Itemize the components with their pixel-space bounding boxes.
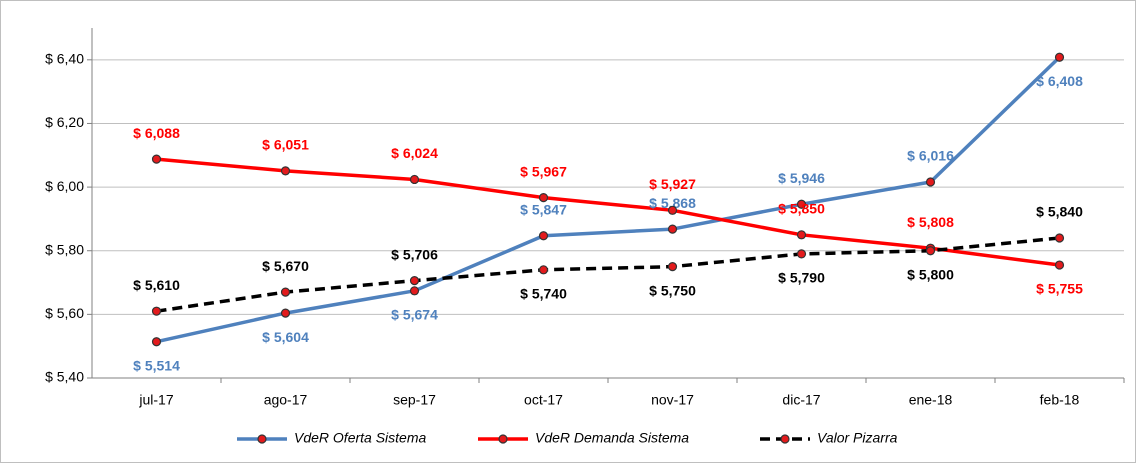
legend-marker bbox=[780, 434, 790, 444]
series-line bbox=[156, 56, 1061, 344]
data-label: $ 5,514 bbox=[133, 357, 180, 373]
y-tick-label: $ 6,20 bbox=[45, 114, 84, 130]
legend-label: VdeR Oferta Sistema bbox=[294, 430, 426, 446]
point-marker bbox=[409, 286, 420, 296]
point-marker bbox=[796, 249, 807, 259]
data-label: $ 5,927 bbox=[649, 176, 696, 192]
data-label: $ 5,610 bbox=[133, 277, 180, 293]
point-marker bbox=[280, 166, 291, 176]
data-label: $ 5,604 bbox=[262, 329, 309, 345]
y-tick-label: $ 5,40 bbox=[45, 369, 84, 385]
legend-marker bbox=[257, 434, 267, 444]
point-marker bbox=[667, 224, 678, 234]
data-label: $ 5,800 bbox=[907, 266, 954, 282]
x-tick-label: feb-18 bbox=[1040, 392, 1080, 408]
point-marker bbox=[538, 192, 549, 203]
series-line bbox=[156, 236, 1060, 313]
point-marker bbox=[1054, 52, 1065, 62]
y-tick-label: $ 6,40 bbox=[45, 51, 84, 67]
data-label: $ 6,016 bbox=[907, 148, 954, 164]
point-marker bbox=[1054, 233, 1065, 243]
data-label: $ 5,840 bbox=[1036, 204, 1083, 220]
point-marker bbox=[151, 337, 162, 347]
x-tick-label: nov-17 bbox=[651, 392, 694, 408]
point-marker bbox=[538, 265, 549, 275]
data-label: $ 5,868 bbox=[649, 195, 696, 211]
data-label: $ 6,408 bbox=[1036, 73, 1083, 89]
data-label: $ 5,808 bbox=[907, 214, 954, 230]
legend-label: Valor Pizarra bbox=[817, 430, 898, 446]
point-marker bbox=[280, 308, 291, 318]
data-label: $ 5,750 bbox=[649, 282, 696, 298]
point-marker bbox=[151, 306, 162, 316]
data-label: $ 6,088 bbox=[133, 125, 180, 141]
y-tick-label: $ 6,00 bbox=[45, 178, 84, 194]
point-marker bbox=[409, 276, 420, 286]
point-marker bbox=[796, 230, 807, 240]
data-label: $ 6,024 bbox=[391, 145, 438, 161]
point-marker bbox=[925, 177, 936, 187]
legend-marker bbox=[498, 434, 508, 444]
x-tick-label: sep-17 bbox=[393, 392, 436, 408]
series-line bbox=[156, 157, 1060, 267]
x-tick-label: jul-17 bbox=[138, 392, 173, 408]
data-label: $ 5,967 bbox=[520, 163, 567, 179]
x-tick-label: dic-17 bbox=[782, 392, 820, 408]
x-tick-label: ago-17 bbox=[264, 392, 308, 408]
point-marker bbox=[538, 231, 549, 241]
y-tick-label: $ 5,80 bbox=[45, 241, 84, 257]
point-marker bbox=[151, 154, 162, 164]
point-marker bbox=[409, 174, 420, 185]
data-label: $ 5,850 bbox=[778, 201, 825, 217]
point-marker bbox=[667, 205, 678, 215]
point-marker bbox=[796, 199, 807, 209]
data-label: $ 5,740 bbox=[520, 286, 567, 302]
point-marker bbox=[1054, 260, 1065, 270]
data-label: $ 5,847 bbox=[520, 201, 567, 217]
data-label: $ 5,706 bbox=[391, 246, 438, 262]
point-marker bbox=[925, 246, 936, 256]
data-label: $ 6,051 bbox=[262, 137, 309, 153]
legend-label: VdeR Demanda Sistema bbox=[535, 430, 689, 446]
y-tick-label: $ 5,60 bbox=[45, 305, 84, 321]
x-tick-label: oct-17 bbox=[524, 392, 563, 408]
x-tick-label: ene-18 bbox=[909, 392, 953, 408]
data-label: $ 5,670 bbox=[262, 258, 309, 274]
point-marker bbox=[280, 287, 291, 297]
data-label: $ 5,946 bbox=[778, 170, 825, 186]
data-label: $ 5,755 bbox=[1036, 281, 1083, 297]
data-label: $ 5,674 bbox=[391, 307, 438, 323]
data-label: $ 5,790 bbox=[778, 270, 825, 286]
point-marker bbox=[667, 262, 678, 272]
